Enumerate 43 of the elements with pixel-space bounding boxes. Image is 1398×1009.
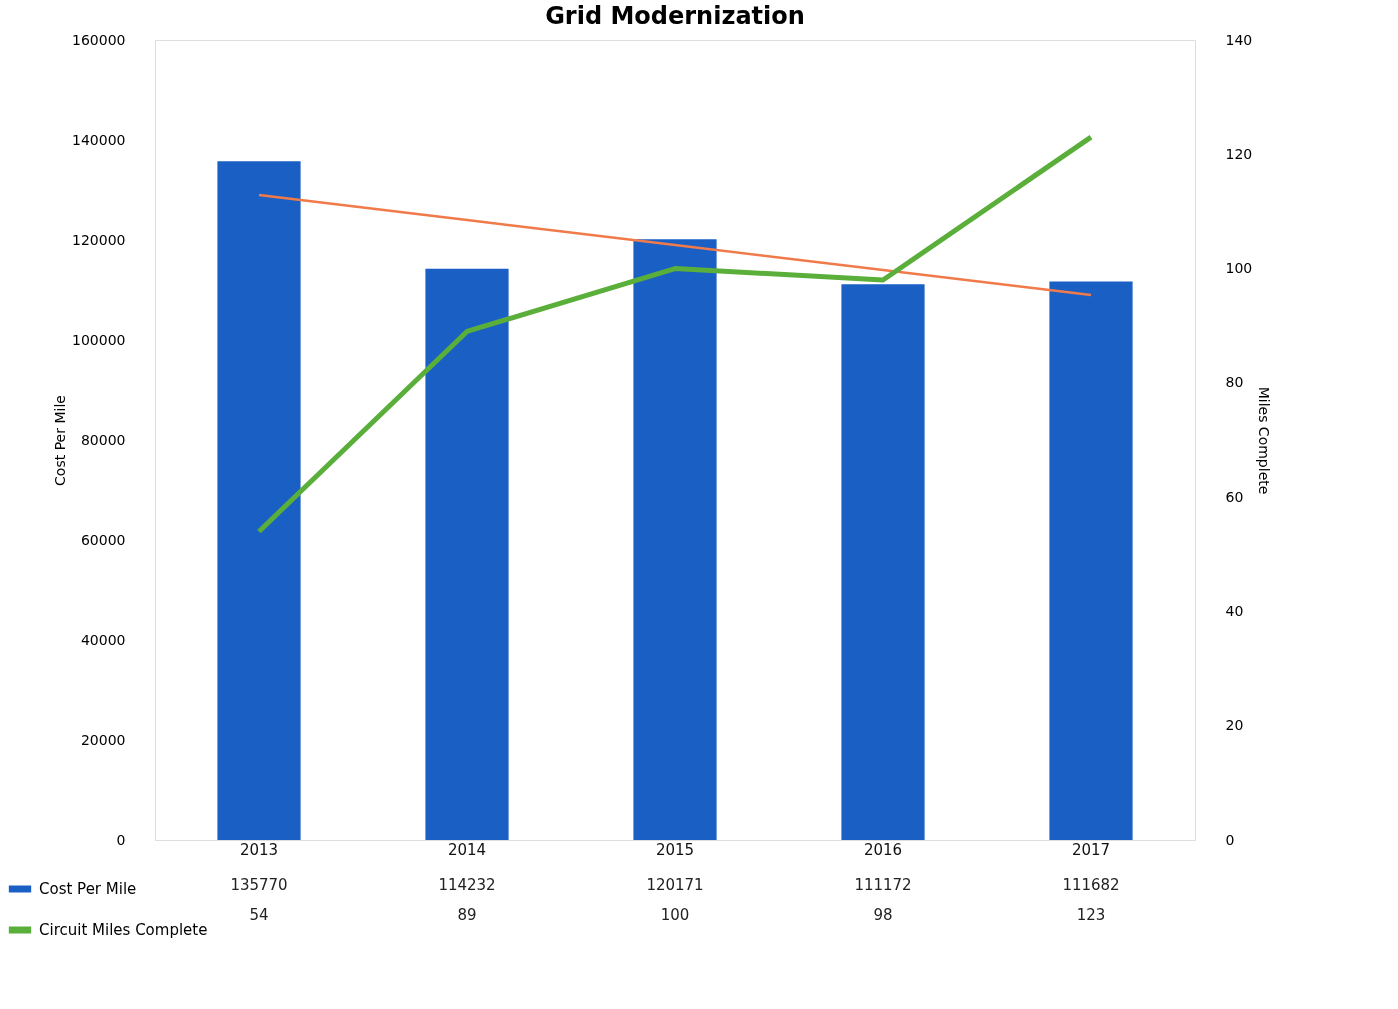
bar <box>1049 281 1133 840</box>
y-tick-label: 100000 <box>72 331 126 348</box>
y-axis-title: Cost Per Mile <box>52 395 69 486</box>
y2-axis-title: Miles Complete <box>1256 386 1273 495</box>
data-label: 114232 <box>438 876 496 894</box>
data-label: 120171 <box>646 876 704 894</box>
y2-tick-label: 80 <box>1225 374 1244 391</box>
y2-tick-label: 120 <box>1225 145 1253 162</box>
chart-title: Grid Modernization <box>545 2 805 30</box>
y-tick-label: 40000 <box>80 631 126 648</box>
data-label: 135770 <box>230 876 288 894</box>
data-label: 98 <box>873 906 893 924</box>
y-tick-label: 120000 <box>72 231 126 248</box>
data-label: 111172 <box>854 876 912 894</box>
bar <box>217 161 301 840</box>
x-tick-label: 2013 <box>239 840 279 859</box>
data-label: 100 <box>660 906 690 924</box>
y-tick-label: 140000 <box>72 131 126 148</box>
line-series <box>257 193 1093 297</box>
x-tick-label: 2014 <box>447 840 487 859</box>
bar <box>425 268 509 840</box>
y-tick-label: 20000 <box>80 731 126 748</box>
legend-label: Cost Per Mile <box>39 880 137 898</box>
y2-tick-label: 40 <box>1225 602 1244 619</box>
x-tick-label: 2017 <box>1071 840 1111 859</box>
data-label: 123 <box>1076 906 1106 924</box>
legend-label: Circuit Miles Complete <box>39 921 208 939</box>
data-label: 89 <box>457 906 477 924</box>
y2-tick-label: 60 <box>1225 488 1244 505</box>
y-tick-label: 0 <box>116 831 126 848</box>
data-label: 111682 <box>1062 876 1120 894</box>
y2-tick-label: 0 <box>1225 831 1235 848</box>
y-tick-label: 60000 <box>80 531 126 548</box>
y-tick-label: 160000 <box>72 31 126 48</box>
y2-tick-label: 140 <box>1225 31 1253 48</box>
y-tick-label: 80000 <box>80 431 126 448</box>
data-label: 54 <box>249 906 269 924</box>
x-tick-label: 2016 <box>863 840 903 859</box>
y2-tick-label: 20 <box>1225 717 1244 734</box>
x-tick-label: 2015 <box>655 840 695 859</box>
bar <box>633 239 717 840</box>
y2-tick-label: 100 <box>1225 260 1253 277</box>
bar <box>841 284 925 840</box>
